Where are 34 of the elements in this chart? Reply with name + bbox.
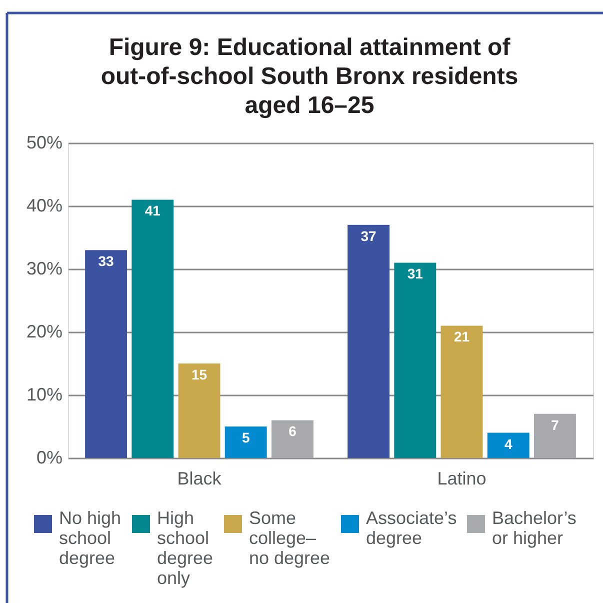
y-tick-label: 40% (26, 196, 62, 216)
data-label: 37 (360, 228, 377, 244)
data-label: 4 (504, 436, 512, 452)
y-tick-label: 50% (26, 132, 62, 152)
y-tick-label: 0% (36, 448, 62, 468)
legend-label: Bachelor’s or higher (492, 508, 576, 548)
bar (178, 364, 220, 458)
data-label: 31 (407, 266, 424, 282)
bar (85, 250, 128, 458)
x-tick-label: Black (177, 468, 222, 488)
legend-label: Some college–no degree (249, 508, 330, 568)
bar (534, 414, 576, 458)
y-tick-label: 20% (26, 322, 62, 342)
legend-label: No high school degree (59, 508, 122, 568)
x-tick-label: Latino (437, 468, 486, 488)
data-label: 7 (551, 416, 560, 433)
y-tick-label: 30% (26, 258, 62, 278)
bar (440, 326, 483, 458)
bar (132, 200, 174, 458)
bar (487, 432, 530, 458)
bar (271, 420, 314, 458)
legend-label: Associate’s degree (366, 508, 457, 548)
data-label: 6 (288, 423, 297, 440)
data-label: 21 (454, 328, 470, 345)
data-label: 41 (144, 202, 161, 219)
y-tick-label: 10% (26, 384, 62, 404)
data-label: 15 (191, 366, 208, 382)
legend-label: High school degree only (157, 508, 214, 588)
data-label: 5 (242, 430, 250, 446)
bar (224, 426, 267, 458)
data-label: 33 (98, 253, 114, 270)
bar (348, 224, 390, 458)
chart-title: Figure 9: Educational attainment of out-of-school South Bronx residents aged 16–25 (100, 34, 518, 119)
bar (394, 262, 436, 458)
